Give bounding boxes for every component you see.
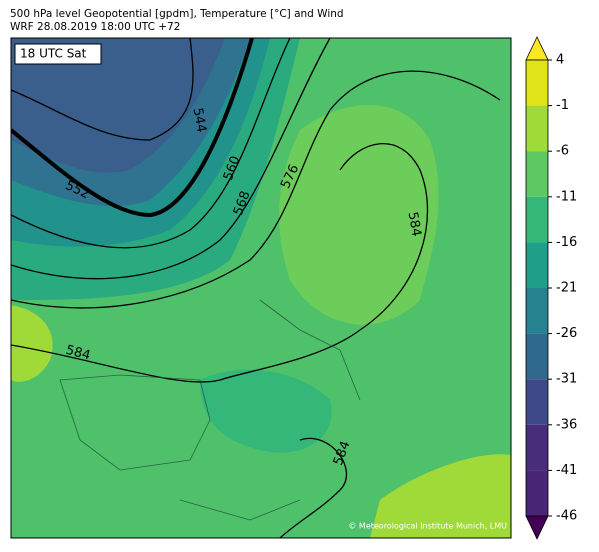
tick-label: -1: [556, 98, 569, 113]
colorbar-band: [526, 242, 548, 288]
tick-label: -41: [556, 463, 577, 478]
colorbar-band: [526, 424, 548, 471]
tick-label: -31: [556, 372, 577, 387]
colorbar-extend: [525, 36, 549, 61]
tick-label: -46: [556, 509, 577, 524]
subtitle: WRF 28.08.2019 18:00 UTC +72: [10, 21, 180, 33]
colorbar-band: [526, 196, 548, 243]
tick-label: -16: [556, 235, 577, 250]
tick-label: -11: [556, 189, 577, 204]
contour-label: 584: [405, 211, 424, 238]
colorbar-band: [526, 333, 548, 380]
colorbar-band: [526, 151, 548, 197]
colorbar-extend: [525, 515, 549, 540]
tick-label: 4: [556, 53, 564, 68]
contour-label: 544: [190, 107, 209, 134]
colorbar-band: [526, 288, 548, 334]
map-frame: [10, 37, 512, 539]
contour-label: 584: [64, 343, 92, 364]
colorbar-band: [526, 470, 548, 516]
map: 18 UTC Sat 544 552 560 568 576 584 584 5…: [11, 38, 511, 538]
time-label: 18 UTC Sat: [20, 47, 87, 61]
tick-label: -36: [556, 417, 577, 432]
colorbar-band: [526, 379, 548, 425]
tick-label: -26: [556, 326, 577, 341]
colorbar-band: [526, 60, 548, 106]
colorbar: 4 -1 -6 -11 -16 -21 -26 -31 -36 -41 -46: [525, 36, 577, 540]
colorbar-band: [526, 105, 548, 152]
tick-label: -6: [556, 144, 569, 159]
title: 500 hPa level Geopotential [gpdm], Tempe…: [10, 8, 344, 20]
tick-label: -21: [556, 281, 577, 296]
credit: © Meteorological Institute Munich, LMU: [348, 522, 507, 531]
